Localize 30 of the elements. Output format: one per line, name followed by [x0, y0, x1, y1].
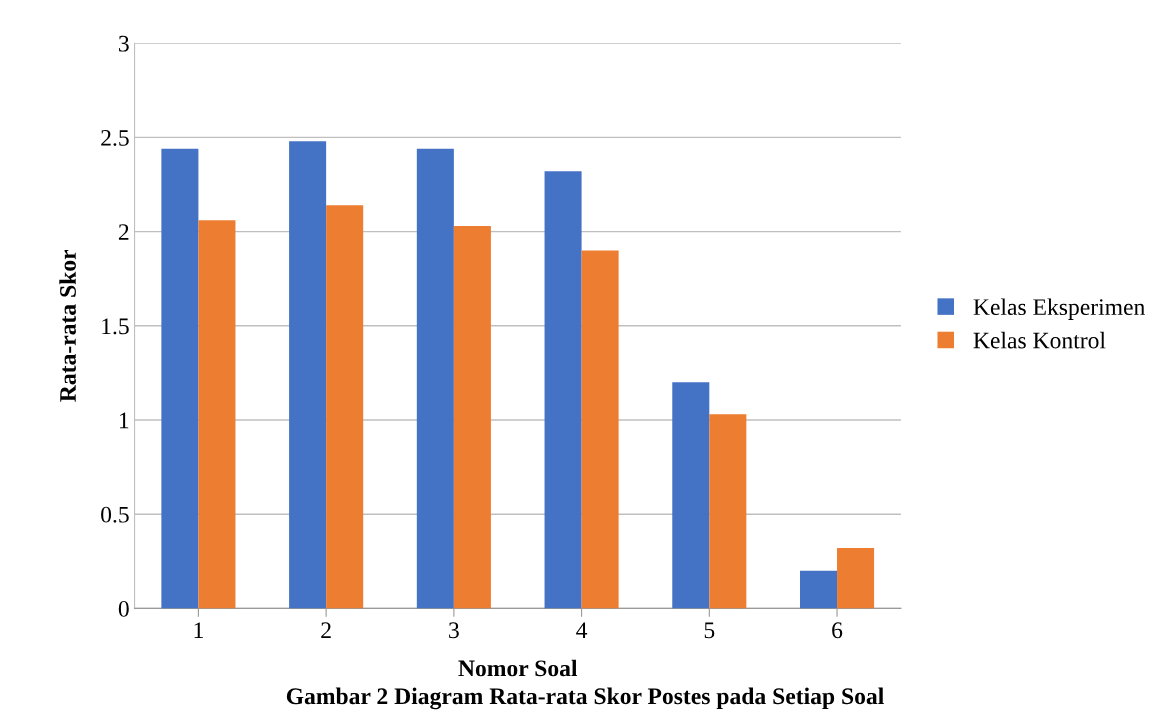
bar	[544, 171, 582, 609]
y-tick-label: 3	[119, 35, 129, 52]
x-tick-label: 3	[449, 622, 459, 639]
bar	[416, 148, 454, 609]
bar	[800, 570, 838, 609]
legend-label: Kelas Kontrol	[973, 331, 1106, 349]
text: Gambar 2 Diagram Rata-rata Skor Postes pada Setiap Soal	[286, 687, 884, 710]
bar	[453, 225, 491, 609]
bar	[709, 414, 747, 609]
x-axis-title: Nomor Soal	[458, 659, 578, 677]
x-tick-label: 4	[576, 622, 588, 638]
bar	[837, 548, 875, 609]
legend-label: Kelas Eksperimen	[973, 298, 1145, 320]
y-tick-label: 1.5	[102, 318, 129, 335]
y-tick-label: 1	[119, 412, 129, 429]
bar	[289, 141, 327, 609]
y-axis-title: Rata-rata Skor	[59, 249, 76, 402]
x-tick-label: 1	[194, 622, 203, 638]
bar	[581, 250, 619, 609]
bar	[672, 382, 710, 609]
y-tick-label: 0.5	[101, 506, 129, 523]
y-tick-label: 2.5	[101, 129, 129, 146]
bar	[161, 148, 199, 609]
bar	[326, 205, 364, 609]
y-tick-label: 0	[118, 600, 129, 617]
x-tick-label: 5	[704, 622, 715, 639]
bar	[198, 220, 236, 609]
x-tick-label: 2	[321, 622, 331, 638]
x-tick-label: 6	[832, 622, 843, 639]
y-tick-label: 2	[118, 224, 129, 240]
